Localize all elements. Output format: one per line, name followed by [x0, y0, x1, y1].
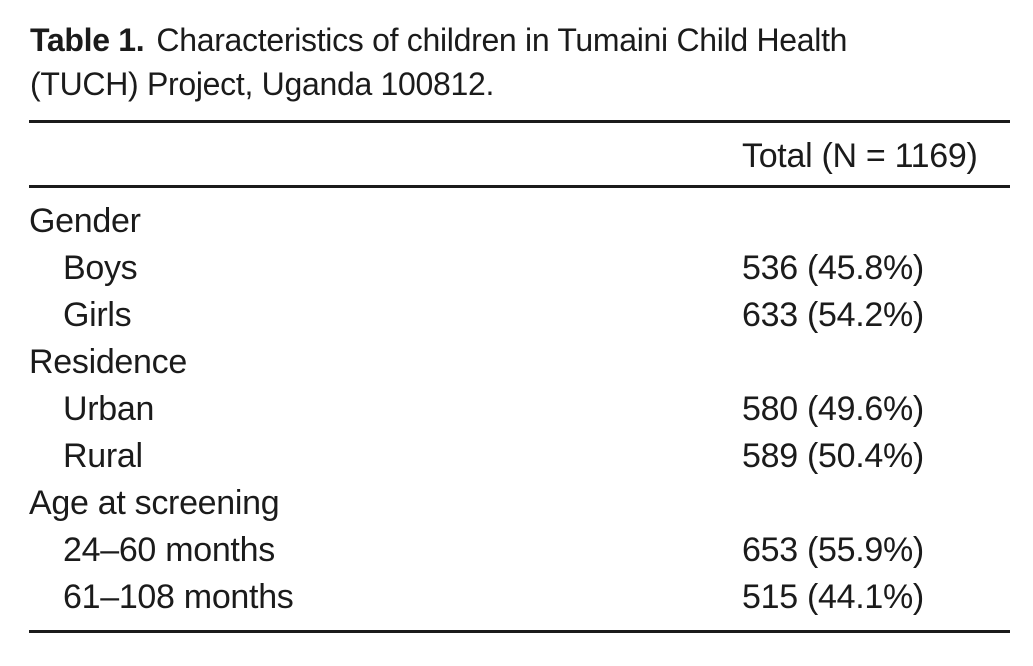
row-label: Boys: [63, 249, 138, 287]
row-label: 61–108 months: [63, 578, 294, 616]
table-row-age-at-screening: Age at screening: [29, 480, 1010, 527]
row-label: Residence: [29, 343, 187, 381]
row-label: Rural: [63, 437, 143, 475]
header-total-cell: Total (N = 1169): [742, 137, 978, 175]
table-caption: Table 1. Characteristics of children in T…: [30, 18, 1010, 106]
table-row-rural: Rural 589 (50.4%): [29, 433, 1010, 480]
characteristics-table: Total (N = 1169) Gender Boys 536 (45.8%)…: [29, 120, 1010, 633]
table-row-61-108-months: 61–108 months 515 (44.1%): [29, 574, 1010, 621]
table-body: Gender Boys 536 (45.8%) Girls 633 (54.2%…: [29, 188, 1010, 633]
table-row-24-60-months: 24–60 months 653 (55.9%): [29, 527, 1010, 574]
table-row-boys: Boys 536 (45.8%): [29, 245, 1010, 292]
row-value: 653 (55.9%): [742, 531, 924, 569]
header-empty-cell: [29, 137, 742, 175]
row-value: 515 (44.1%): [742, 578, 924, 616]
row-value: [742, 480, 1010, 527]
table-row-urban: Urban 580 (49.6%): [29, 386, 1010, 433]
table-caption-line1: Characteristics of children in Tumaini C…: [156, 22, 848, 58]
table-row-gender: Gender: [29, 198, 1010, 245]
row-value: 580 (49.6%): [742, 390, 924, 428]
table-caption-number: Table 1.: [30, 22, 145, 58]
row-label: Age at screening: [29, 484, 280, 522]
table-header-row: Total (N = 1169): [29, 123, 1010, 188]
table-row-residence: Residence: [29, 339, 1010, 386]
table-row-girls: Girls 633 (54.2%): [29, 292, 1010, 339]
row-label: Gender: [29, 202, 141, 240]
row-value: 536 (45.8%): [742, 249, 924, 287]
table-caption-line2: (TUCH) Project, Uganda 100812.: [30, 66, 495, 102]
row-value: [742, 339, 1010, 386]
row-label: 24–60 months: [63, 531, 275, 569]
row-value: [742, 198, 1010, 245]
row-value: 589 (50.4%): [742, 437, 924, 475]
row-label: Girls: [63, 296, 132, 334]
row-value: 633 (54.2%): [742, 296, 924, 334]
row-label: Urban: [63, 390, 155, 428]
